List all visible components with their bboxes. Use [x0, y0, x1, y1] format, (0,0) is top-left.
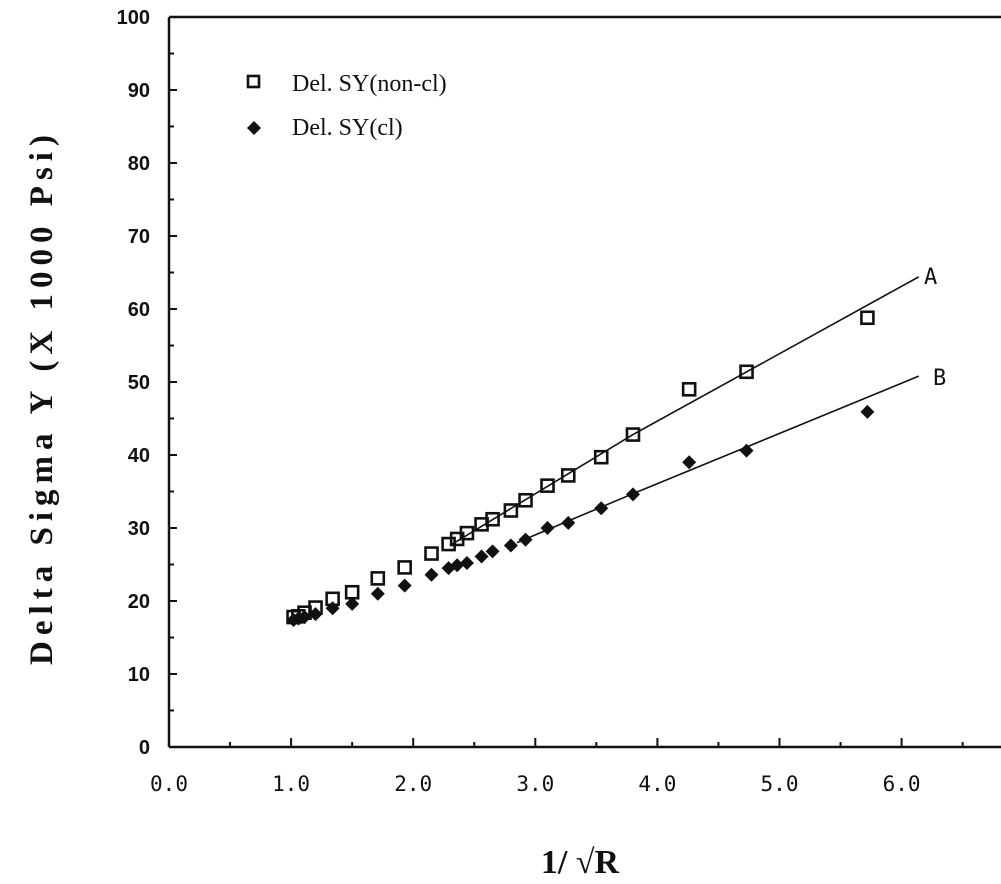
point-cl — [739, 443, 754, 458]
y-tick-label: 40 — [128, 445, 150, 467]
y-tick-label: 10 — [128, 664, 150, 686]
y-tick-label: 0 — [139, 737, 150, 759]
point-cl — [459, 556, 474, 571]
point-non-cl — [503, 503, 519, 518]
x-tick-label: 3.0 — [516, 772, 554, 796]
y-tick-label: 80 — [128, 153, 150, 175]
y-tick-label: 30 — [128, 518, 150, 540]
x-tick-label: 5.0 — [761, 772, 799, 796]
point-non-cl — [540, 478, 555, 493]
point-non-cl — [424, 546, 439, 561]
point-non-cl — [681, 381, 697, 397]
point-cl — [594, 501, 609, 516]
point-cl — [308, 607, 323, 622]
legend-marker-non-cl — [246, 74, 261, 89]
point-cl — [297, 610, 312, 625]
point-non-cl — [625, 427, 641, 442]
point-cl — [397, 578, 412, 593]
point-cl — [370, 586, 385, 601]
point-cl — [485, 544, 500, 559]
point-non-cl — [370, 571, 386, 586]
legend-label-non-cl: Del. SY(non-cl) — [292, 71, 447, 97]
point-cl — [450, 558, 465, 573]
y-axis-label: Delta Sigma Y (X 1000 Psi) — [24, 135, 60, 665]
point-non-cl — [459, 525, 475, 541]
point-cl — [325, 601, 340, 616]
fit-line-b — [516, 375, 919, 544]
data-points — [286, 310, 875, 627]
y-tick-label: 20 — [128, 591, 150, 613]
point-non-cl — [344, 584, 360, 600]
y-tick-label: 70 — [128, 226, 150, 248]
point-non-cl — [560, 468, 576, 483]
fit-line-a — [449, 276, 920, 547]
y-tick-label: 50 — [128, 372, 150, 394]
point-non-cl — [860, 310, 875, 326]
point-cl — [540, 521, 555, 535]
point-cl — [503, 538, 518, 553]
y-tick-label: 90 — [128, 80, 150, 102]
point-non-cl — [518, 492, 533, 508]
point-cl — [474, 549, 489, 564]
point-cl — [625, 487, 640, 502]
point-cl — [345, 596, 360, 611]
point-non-cl — [739, 364, 754, 380]
point-cl — [860, 404, 875, 419]
ticks: 0.0 1.0 2.0 3.0 4.0 5.0 6.0 0 10 20 30 40 50 60 70 80 90… — [117, 7, 964, 796]
x-tick-label: 4.0 — [638, 772, 676, 796]
legend-marker-cl — [247, 121, 261, 135]
x-axis-label: 1/ √R — [541, 844, 620, 881]
point-cl — [424, 567, 439, 582]
point-non-cl — [397, 560, 412, 575]
x-tick-label: 2.0 — [394, 772, 432, 796]
point-cl — [518, 532, 533, 547]
point-cl — [561, 515, 576, 530]
point-cl — [682, 455, 697, 470]
x-tick-label: 1.0 — [272, 772, 310, 796]
y-tick-label: 100 — [117, 7, 150, 29]
point-non-cl — [593, 449, 609, 465]
x-tick-label: 6.0 — [883, 772, 921, 796]
y-tick-label: 60 — [128, 299, 150, 321]
legend: Del. SY(non-cl) Del. SY(cl) — [246, 71, 447, 141]
fit-label-b: B — [933, 366, 946, 391]
fit-label-a: A — [924, 265, 937, 290]
x-tick-label: 0.0 — [150, 772, 188, 796]
legend-label-cl: Del. SY(cl) — [292, 115, 403, 141]
point-non-cl — [485, 511, 500, 527]
